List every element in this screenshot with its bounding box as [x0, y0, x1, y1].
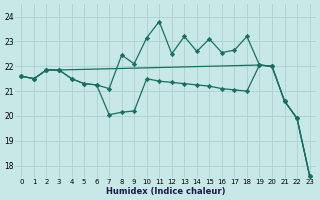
- X-axis label: Humidex (Indice chaleur): Humidex (Indice chaleur): [106, 187, 225, 196]
